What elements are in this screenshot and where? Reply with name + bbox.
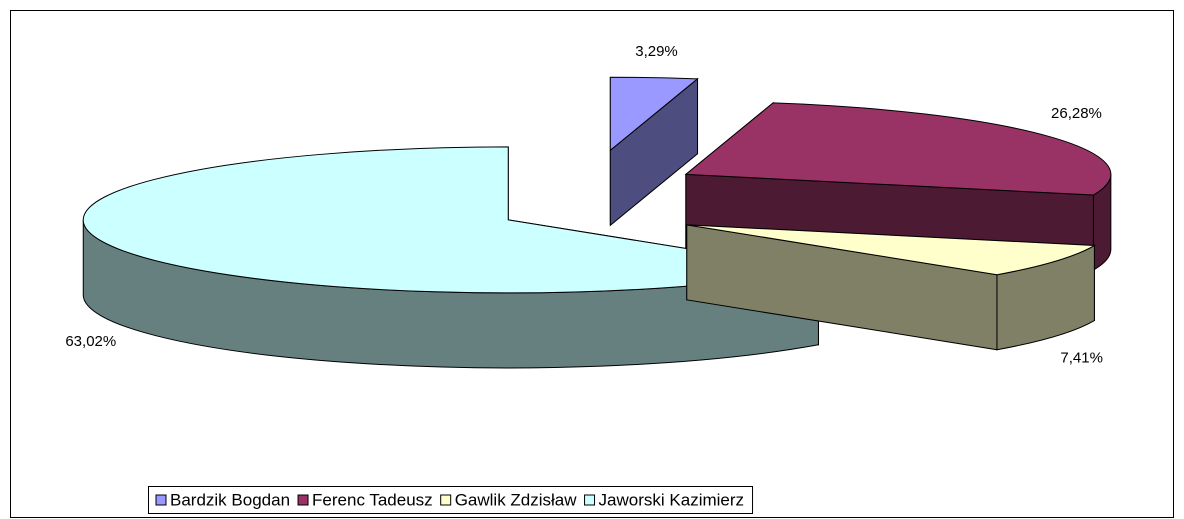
legend-swatch xyxy=(440,494,452,506)
data-label: 63,02% xyxy=(65,333,116,350)
data-label: 26,28% xyxy=(1051,105,1102,122)
legend-label: Gawlik Zdzisław xyxy=(455,490,578,509)
data-label: 7,41% xyxy=(1060,349,1103,366)
legend-label: Bardzik Bogdan xyxy=(170,490,290,509)
slice xyxy=(609,76,699,152)
legend-swatch xyxy=(584,494,596,506)
slice xyxy=(684,102,1112,196)
data-label: 3,29% xyxy=(635,43,678,60)
legend: Bardzik Bogdan Ferenc Tadeusz Gawlik Zdzis… xyxy=(148,486,754,514)
legend-swatch xyxy=(155,494,167,506)
legend-swatch xyxy=(297,494,309,506)
legend-label: Ferenc Tadeusz xyxy=(312,490,433,509)
slice xyxy=(82,146,819,294)
slice xyxy=(686,224,1097,276)
legend-label: Jaworski Kazimierz xyxy=(599,490,744,509)
